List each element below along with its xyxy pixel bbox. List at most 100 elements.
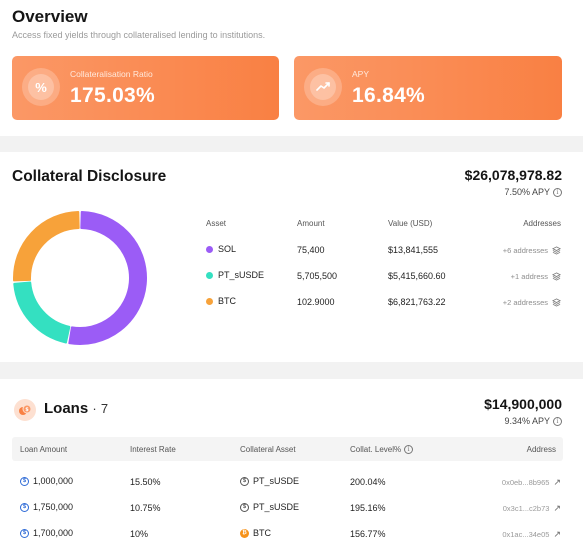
- donut-slice-btc: [13, 211, 80, 282]
- value-cell: $5,415,660.60: [388, 271, 446, 281]
- collat-level-cell: 200.04%: [350, 477, 386, 487]
- loans-title-label: Loans: [44, 400, 89, 417]
- collateral-asset-name: BTC: [253, 528, 271, 538]
- section-title: Collateral Disclosure: [12, 168, 167, 185]
- amount-cell: 102.9000: [297, 297, 335, 307]
- overview-section: Overview Access fixed yields through col…: [0, 0, 583, 136]
- page-title: Overview: [12, 7, 88, 26]
- collateral-apy: 7.50% APY i: [504, 187, 562, 197]
- asset-cell: BTC: [206, 296, 236, 306]
- collateral-disclosure-section: Collateral Disclosure $26,078,978.82 7.5…: [0, 152, 583, 362]
- addresses-cell[interactable]: +1 address: [511, 272, 561, 281]
- layers-icon: [552, 246, 561, 255]
- column-header-asset: Asset: [206, 219, 227, 228]
- column-header-address: Address: [526, 445, 556, 454]
- column-header-amount: Amount: [297, 219, 325, 228]
- addresses-count: +1 address: [510, 272, 548, 281]
- info-icon[interactable]: i: [404, 445, 414, 454]
- addresses-cell[interactable]: +2 addresses: [503, 298, 561, 307]
- asset-cell: SOL: [206, 244, 236, 254]
- value-cell: $6,821,763.22: [388, 297, 446, 307]
- usdc-coin-icon: $: [20, 502, 29, 512]
- loan-amount-cell: $ 1,700,000: [20, 528, 73, 538]
- loans-apy: 9.34% APY i: [504, 416, 562, 426]
- layers-icon: [552, 298, 561, 307]
- loan-amount: 1,000,000: [33, 476, 74, 486]
- column-header-interest-rate: Interest Rate: [130, 445, 176, 454]
- trend-up-icon: [304, 68, 342, 106]
- svg-text:$: $: [25, 407, 29, 413]
- collateral-asset-cell: $ PT_sUSDE: [240, 502, 299, 512]
- susde-coin-icon: $: [240, 476, 249, 486]
- address-link[interactable]: 0x3c1...c2b73 ↗: [503, 503, 561, 514]
- interest-rate-cell: 10.75%: [130, 503, 161, 513]
- collat-level-label: Collat. Level%: [350, 445, 402, 454]
- address-text: 0x3c1...c2b73: [502, 504, 550, 513]
- external-link-arrow-icon: ↗: [553, 503, 561, 513]
- pt-susde-color-dot: [206, 271, 213, 279]
- interest-rate-cell: 10%: [130, 529, 149, 539]
- layers-icon: [552, 272, 561, 281]
- collateral-asset-cell: ₿ BTC: [240, 528, 271, 538]
- column-header-addresses: Addresses: [523, 219, 561, 228]
- loans-title-separator: ·: [92, 401, 97, 416]
- column-header-value: Value (USD): [388, 219, 433, 228]
- donut-slice-pt-susde: [13, 281, 71, 344]
- loans-table-header: [12, 437, 563, 461]
- addresses-cell[interactable]: +6 addresses: [503, 246, 561, 255]
- collateral-total-value: $26,078,978.82: [464, 167, 562, 183]
- asset-cell: PT_sUSDE: [206, 270, 264, 280]
- loans-section: $ Loans · 7 $14,900,000 9.34% APY i Loan…: [0, 379, 583, 547]
- interest-rate-cell: 15.50%: [130, 477, 161, 487]
- loan-amount: 1,750,000: [33, 502, 74, 512]
- loans-apy-value: 9.34% APY: [504, 416, 550, 426]
- apy-card: APY 16.84%: [294, 56, 562, 120]
- external-link-arrow-icon: ↗: [553, 529, 561, 539]
- collateral-apy-value: 7.50% APY: [504, 187, 550, 197]
- address-link[interactable]: 0x0eb...8b965 ↗: [502, 477, 561, 488]
- amount-cell: 5,705,500: [297, 271, 338, 281]
- info-icon[interactable]: i: [553, 416, 562, 426]
- loans-title: Loans · 7: [44, 400, 108, 417]
- loans-count: 7: [100, 401, 109, 416]
- column-header-collateral-asset: Collateral Asset: [240, 445, 296, 454]
- stat-value: 16.84%: [352, 84, 426, 107]
- stat-value: 175.03%: [70, 84, 156, 107]
- collateral-asset-cell: $ PT_sUSDE: [240, 476, 299, 486]
- addresses-count: +6 addresses: [502, 246, 548, 255]
- collat-level-cell: 195.16%: [350, 503, 386, 513]
- collateral-donut-chart: [13, 211, 148, 345]
- loans-total-value: $14,900,000: [484, 396, 562, 412]
- address-text: 0x0eb...8b965: [501, 478, 550, 487]
- stat-label: APY: [352, 69, 370, 79]
- asset-name: PT_sUSDE: [218, 270, 265, 280]
- column-header-collat-level: Collat. Level% i: [350, 445, 414, 454]
- btc-color-dot: [206, 297, 213, 305]
- susde-coin-icon: $: [240, 502, 249, 512]
- page-subtitle: Access fixed yields through collateralis…: [12, 30, 266, 40]
- percent-icon: %: [22, 68, 60, 106]
- collateral-asset-name: PT_sUSDE: [253, 476, 300, 486]
- info-icon[interactable]: i: [553, 187, 562, 197]
- sol-color-dot: [206, 245, 213, 253]
- percent-icon-glyph: %: [28, 74, 54, 100]
- address-link[interactable]: 0x1ac...34e05 ↗: [502, 529, 561, 540]
- asset-name: SOL: [218, 244, 237, 254]
- value-cell: $13,841,555: [388, 245, 439, 255]
- donut-slice-sol: [68, 211, 148, 345]
- btc-coin-icon: ₿: [240, 528, 249, 538]
- loan-amount-cell: $ 1,000,000: [20, 476, 73, 486]
- stat-label: Collateralisation Ratio: [70, 69, 153, 79]
- coins-icon: $: [14, 399, 36, 421]
- loan-amount: 1,700,000: [33, 528, 74, 538]
- loan-amount-cell: $ 1,750,000: [20, 502, 73, 512]
- usdc-coin-icon: $: [20, 476, 29, 486]
- collateral-asset-name: PT_sUSDE: [253, 502, 300, 512]
- asset-name: BTC: [218, 296, 236, 306]
- column-header-loan-amount: Loan Amount: [20, 445, 68, 454]
- collat-level-cell: 156.77%: [350, 529, 386, 539]
- external-link-arrow-icon: ↗: [553, 477, 561, 487]
- addresses-count: +2 addresses: [502, 298, 548, 307]
- address-text: 0x1ac...34e05: [502, 530, 550, 539]
- amount-cell: 75,400: [297, 245, 325, 255]
